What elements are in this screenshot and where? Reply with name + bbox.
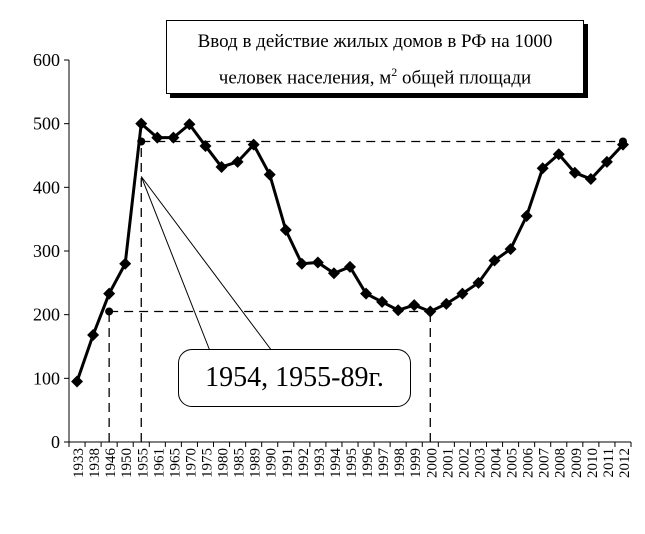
chart-title-line2: человек населения, м2 общей площади [167, 57, 583, 93]
data-point [392, 304, 405, 317]
x-tick-label: 2001 [440, 448, 456, 478]
x-tick-label: 2011 [601, 448, 617, 477]
data-point [456, 287, 469, 300]
data-point [360, 287, 373, 300]
chart-title-line2-sup: 2 [391, 65, 398, 79]
x-tick-label: 2006 [521, 448, 537, 479]
y-tick-label: 100 [33, 368, 60, 388]
x-tick-label: 1938 [87, 448, 103, 478]
x-tick-label: 1955 [135, 448, 151, 478]
data-point [424, 305, 437, 318]
data-point [279, 223, 292, 236]
reference-point [105, 307, 114, 316]
x-tick-label: 2010 [585, 448, 601, 478]
series-line [75, 120, 625, 383]
data-point [183, 118, 196, 131]
data-point [167, 131, 180, 144]
annotation-text: 1954, 1955-89г. [205, 362, 384, 393]
x-tick-label: 1965 [167, 448, 183, 478]
x-tick-label: 2009 [569, 448, 585, 478]
x-tick-label: 1990 [264, 448, 280, 478]
data-point [408, 299, 421, 312]
data-point [247, 138, 260, 151]
x-tick-label: 1991 [280, 448, 296, 478]
x-tick-label: 1950 [119, 448, 135, 478]
data-point [295, 257, 308, 270]
data-point [616, 138, 629, 151]
data-point [536, 162, 549, 175]
data-point [552, 148, 565, 161]
y-tick-label: 200 [33, 305, 60, 325]
data-point [215, 160, 228, 173]
chart-title: Ввод в действие жилых домов в РФ на 1000… [166, 20, 584, 94]
x-tick-label: 1989 [248, 448, 264, 478]
x-tick-label: 1985 [232, 448, 248, 478]
x-tick-label: 2000 [424, 448, 440, 478]
x-tick-label: 1994 [328, 448, 344, 479]
data-point [151, 131, 164, 144]
y-tick-label: 300 [33, 241, 60, 261]
x-tick-label: 2007 [537, 448, 553, 479]
data-point [231, 155, 244, 168]
x-tick-label: 1997 [376, 448, 392, 479]
data-point [488, 254, 501, 267]
data-point [263, 168, 276, 181]
chart-title-line2-prefix: человек населения, м [218, 67, 392, 89]
x-tick-label: 1946 [103, 448, 119, 479]
data-point [199, 139, 212, 152]
y-tick-label: 400 [33, 177, 60, 197]
x-tick-label: 1970 [183, 448, 199, 478]
x-tick-label: 1961 [151, 448, 167, 478]
data-point [504, 243, 517, 256]
data-point [472, 276, 485, 289]
data-point [440, 297, 453, 310]
x-tick-label: 2005 [505, 448, 521, 478]
x-tick-label: 1995 [344, 448, 360, 478]
x-tick-label: 2003 [472, 448, 488, 478]
x-tick-label: 1933 [71, 448, 87, 478]
x-tick-label: 1996 [360, 448, 376, 479]
x-tick-label: 2002 [456, 448, 472, 478]
x-tick-label: 1998 [392, 448, 408, 478]
data-point [103, 287, 116, 300]
x-tick-label: 2008 [553, 448, 569, 478]
data-point [311, 256, 324, 269]
x-tick-label: 1993 [312, 448, 328, 478]
annotation-pointer [140, 176, 273, 352]
x-tick-label: 1992 [296, 448, 312, 478]
x-tick-label: 1980 [216, 448, 232, 478]
annotation-pointer [140, 176, 211, 352]
data-point [600, 155, 613, 168]
y-tick-label: 500 [33, 114, 60, 134]
data-point [520, 209, 533, 222]
data-point [568, 166, 581, 179]
data-point [327, 267, 340, 280]
chart-title-line2-suffix: общей площади [397, 67, 532, 89]
data-point [344, 260, 356, 273]
y-tick-label: 600 [33, 50, 60, 70]
data-point [119, 257, 132, 270]
x-tick-label: 2004 [489, 448, 505, 479]
x-tick-label: 2012 [617, 448, 633, 478]
y-tick-label: 0 [51, 432, 60, 452]
data-point [584, 173, 597, 186]
annotation-callout: 1954, 1955-89г. [178, 349, 411, 407]
data-point [71, 375, 84, 388]
x-tick-label: 1975 [199, 448, 215, 478]
chart-title-line1: Ввод в действие жилых домов в РФ на 1000 [197, 31, 553, 52]
x-tick-label: 1999 [408, 448, 424, 478]
reference-point [137, 137, 146, 146]
data-point [87, 329, 100, 342]
data-point [135, 117, 148, 130]
data-point [376, 295, 389, 308]
